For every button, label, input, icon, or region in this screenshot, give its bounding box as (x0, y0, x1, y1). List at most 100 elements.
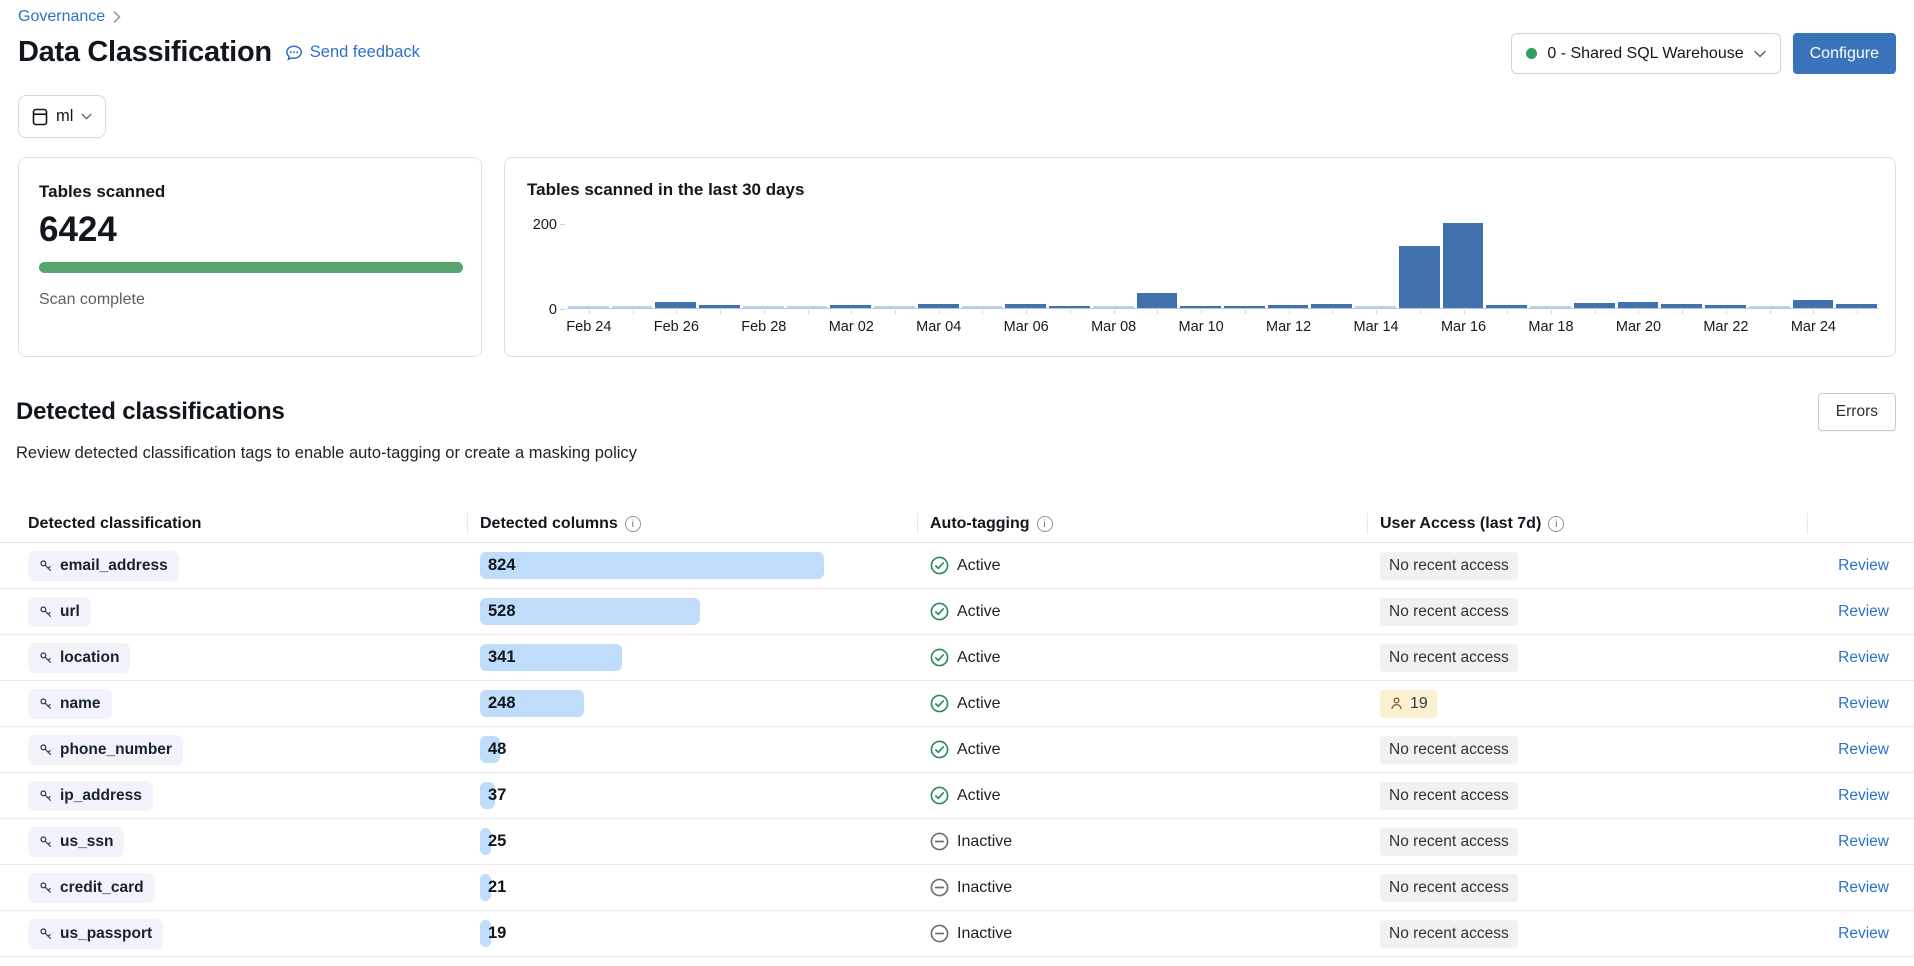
detected-columns-bar (480, 736, 500, 763)
auto-tagging-label: Inactive (957, 832, 1013, 850)
chart-bar (1267, 305, 1309, 308)
x-axis-label: Feb 28 (741, 319, 787, 335)
review-link-location[interactable]: Review (1838, 648, 1889, 666)
auto-tagging-status: Active (930, 786, 1380, 805)
chart-bar (1092, 306, 1134, 308)
table-row-name: name 248 Active 19 Review (0, 681, 1914, 727)
chart-bar-slot-mar-13 (1310, 224, 1354, 308)
user-access-label: No recent access (1389, 740, 1509, 758)
detected-columns-bar (480, 920, 491, 947)
classification-tag-credit_card[interactable]: credit_card (28, 872, 155, 903)
card-title: Tables scanned (39, 182, 166, 201)
detected-columns-count: 37 (488, 786, 507, 804)
scan-status-text: Scan complete (39, 291, 145, 308)
auto-tagging-status: Active (930, 694, 1380, 713)
classification-label: email_address (60, 556, 168, 574)
chart-bar (1792, 300, 1834, 308)
detected-columns-cell: 25 (480, 828, 930, 855)
review-link-phone_number[interactable]: Review (1838, 740, 1889, 758)
detected-columns-cell: 37 (480, 782, 930, 809)
section-subtitle: Review detected classification tags to e… (16, 444, 637, 462)
detected-columns-count: 824 (488, 556, 516, 574)
x-axis-label: Feb 24 (566, 319, 612, 335)
configure-button[interactable]: Configure (1792, 33, 1896, 74)
chart-bar (1049, 306, 1090, 308)
tag-key-icon (40, 559, 51, 571)
chart-bar (1530, 306, 1571, 308)
info-icon[interactable]: i (1036, 515, 1053, 532)
user-access-badge: No recent access (1380, 643, 1518, 672)
table-row-location: location 341 Active No recent access Review (0, 635, 1914, 681)
user-access-count: 19 (1410, 694, 1428, 712)
classification-label: phone_number (60, 740, 172, 758)
errors-button[interactable]: Errors (1817, 393, 1896, 431)
review-link-us_ssn[interactable]: Review (1838, 832, 1889, 850)
catalog-selector[interactable]: ml (18, 95, 107, 138)
chart-bar (1398, 246, 1440, 308)
x-axis-label: Mar 02 (828, 319, 874, 335)
classification-tag-email_address[interactable]: email_address (28, 550, 179, 581)
x-axis-label: Mar 18 (1528, 319, 1574, 335)
review-link-ip_address[interactable]: Review (1838, 786, 1889, 804)
user-access-label: No recent access (1389, 878, 1509, 896)
chart-bar (1661, 304, 1703, 308)
detected-columns-count: 19 (488, 924, 507, 942)
review-link-url[interactable]: Review (1838, 602, 1889, 620)
classification-tag-us_passport[interactable]: us_passport (28, 918, 164, 949)
chart-bar-slot-mar-04 (917, 224, 961, 308)
x-axis-label: Mar 04 (916, 319, 962, 335)
send-feedback-link[interactable]: Send feedback (284, 43, 420, 63)
auto-tagging-label: Active (957, 740, 1001, 758)
chart-bar (786, 306, 828, 308)
review-link-us_passport[interactable]: Review (1838, 924, 1889, 942)
review-link-email_address[interactable]: Review (1838, 556, 1889, 574)
review-link-name[interactable]: Review (1838, 694, 1889, 712)
info-icon[interactable]: i (1548, 515, 1565, 532)
classification-label: credit_card (60, 878, 144, 896)
chart-bar-slot-mar-08 (1092, 224, 1136, 308)
breadcrumb-governance-link[interactable]: Governance (18, 8, 106, 25)
x-axis-label: Mar 22 (1703, 319, 1749, 335)
column-header-user-access-last-7d-: User Access (last 7d) i (1380, 505, 1820, 542)
classification-tag-us_ssn[interactable]: us_ssn (28, 826, 125, 857)
chart-bar-slot-mar-05 (961, 224, 1005, 308)
chart-bar (1136, 293, 1178, 308)
detected-columns-bar (480, 644, 622, 671)
classification-tag-location[interactable]: location (28, 642, 131, 673)
chart-bar-slot-mar-09 (1136, 224, 1180, 308)
chart-bar-slot-mar-01 (786, 224, 830, 308)
detected-columns-bar (480, 828, 491, 855)
table-row-phone_number: phone_number 48 Active No recent access Revi… (0, 727, 1914, 773)
chart-bar (655, 302, 697, 308)
user-access-badge: No recent access (1380, 781, 1518, 810)
classification-label: us_passport (60, 924, 153, 942)
chart-bar-slot-mar-22 (1704, 224, 1748, 308)
classification-tag-url[interactable]: url (28, 596, 91, 627)
chart-bar-slot-mar-24 (1792, 224, 1836, 308)
chart-bar (1355, 306, 1396, 308)
auto-tagging-label: Active (957, 556, 1001, 574)
warehouse-selector[interactable]: 0 - Shared SQL Warehouse (1511, 33, 1781, 74)
classification-tag-ip_address[interactable]: ip_address (28, 780, 153, 811)
classification-tag-name[interactable]: name (28, 688, 112, 719)
classification-tag-phone_number[interactable]: phone_number (28, 734, 183, 765)
info-icon[interactable]: i (624, 515, 641, 532)
catalog-icon (32, 108, 48, 125)
chart-bar-slot-mar-17 (1485, 224, 1529, 308)
chart-bar-slot-feb-27 (698, 224, 742, 308)
tag-key-icon (40, 881, 51, 893)
chart-bar (1311, 304, 1353, 308)
classifications-table: Detected classification Detected columns i… (0, 505, 1914, 957)
column-header-actions (1820, 505, 1914, 542)
chart-bar-slot-feb-24 (567, 224, 611, 308)
active-check-icon (930, 740, 949, 759)
active-check-icon (930, 556, 949, 575)
column-header-detected-classification: Detected classification (0, 505, 480, 542)
chart-bar (742, 306, 784, 308)
detected-columns-cell: 248 (480, 690, 930, 717)
chart-bar-slot-mar-18 (1529, 224, 1573, 308)
review-link-credit_card[interactable]: Review (1838, 878, 1889, 896)
user-access-badge: No recent access (1380, 597, 1518, 626)
auto-tagging-status: Active (930, 556, 1380, 575)
auto-tagging-label: Active (957, 786, 1001, 804)
